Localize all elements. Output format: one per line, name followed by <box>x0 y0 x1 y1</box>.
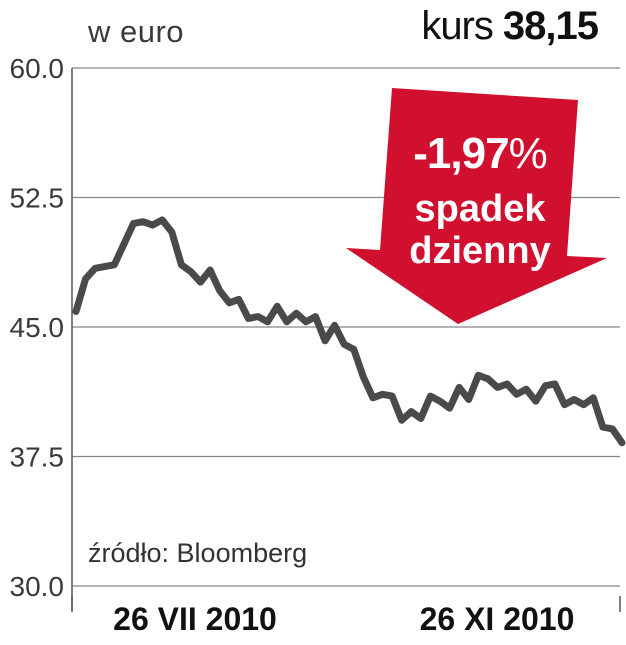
axis-layer: 26 VII 2010 26 XI 2010 <box>71 68 621 637</box>
price-value: 38,15 <box>502 4 599 48</box>
x-tick-label: 26 VII 2010 <box>113 601 277 637</box>
source-label: źródło: Bloomberg <box>88 538 308 568</box>
price-word: kurs <box>421 4 494 48</box>
badge-text-line2: dzienny <box>409 230 551 272</box>
y-tick-label: 30.0 <box>10 571 65 602</box>
grid-layer: 60.0 52.5 45.0 37.5 30.0 <box>10 53 620 602</box>
price-label: kurs 38,15 <box>421 4 599 49</box>
decline-badge <box>346 88 607 324</box>
y-tick-label: 37.5 <box>10 442 65 473</box>
y-tick-label: 52.5 <box>10 183 65 214</box>
badge-change-number: -1,97 <box>413 129 509 178</box>
badge-text-line1: spadek <box>414 188 546 230</box>
y-tick-label: 45.0 <box>10 312 65 343</box>
badge-change-percent: -1,97% <box>360 132 600 176</box>
down-arrow-icon <box>346 88 607 324</box>
price-line <box>72 216 626 447</box>
unit-label: w euro <box>88 14 185 49</box>
series-layer <box>72 216 626 447</box>
x-tick-label: 26 XI 2010 <box>420 601 575 637</box>
y-tick-label: 60.0 <box>10 53 65 84</box>
badge-percent-sign: % <box>508 129 548 178</box>
